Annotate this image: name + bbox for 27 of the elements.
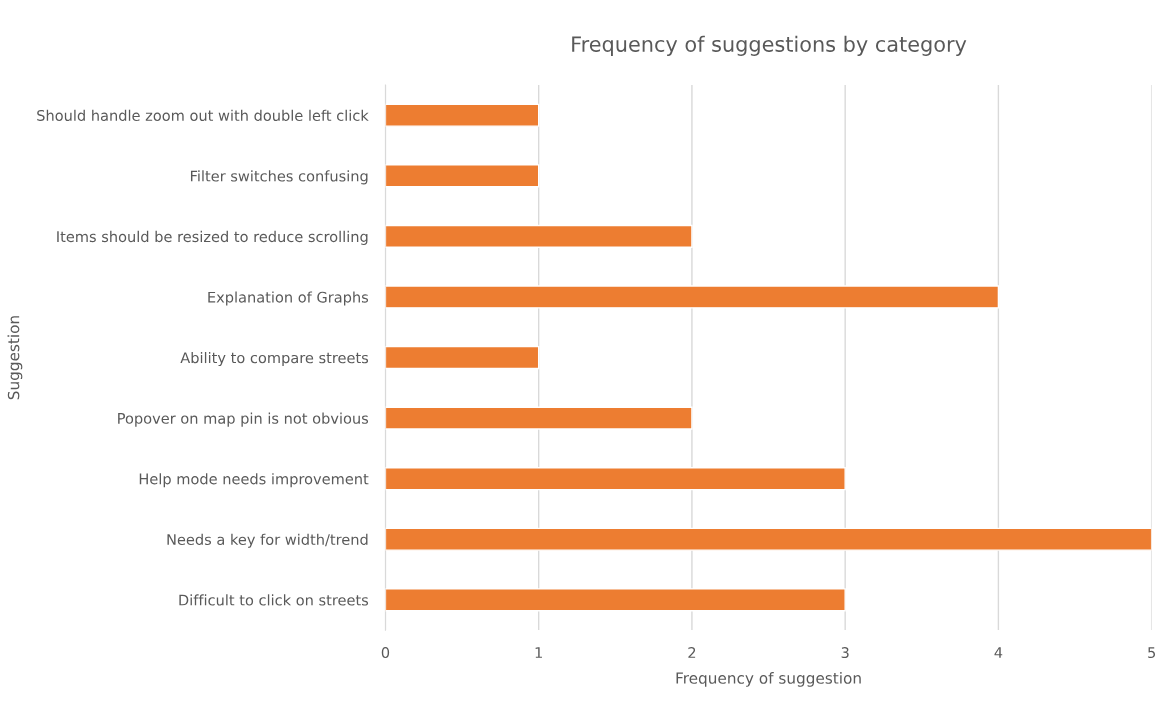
x-tick-label: 4 — [994, 647, 1003, 658]
x-axis-title: Frequency of suggestion — [676, 672, 861, 687]
bar — [385, 285, 1000, 309]
chart-title: Frequency of suggestions by category — [572, 35, 967, 56]
y-tick-label: Items should be resized to reduce scrolling — [57, 230, 368, 245]
y-axis-title: Suggestion — [7, 316, 23, 400]
y-tick-label: Explanation of Graphs — [208, 291, 369, 306]
bar — [385, 588, 846, 612]
bar — [385, 224, 693, 248]
bar — [385, 345, 540, 370]
x-tick-label: 1 — [535, 647, 542, 658]
y-tick-label: Difficult to click on streets — [179, 594, 369, 606]
y-tick-label: Ability to compare streets — [180, 352, 369, 367]
x-tick-label: 2 — [688, 647, 696, 658]
bar — [385, 103, 540, 127]
y-tick-label: Needs a key for width/trend — [167, 533, 368, 548]
x-tick-label: 5 — [1148, 647, 1156, 659]
y-tick-label: Filter switches confusing — [190, 170, 368, 185]
bar — [385, 527, 1152, 551]
y-tick-label: Help mode needs improvement — [139, 473, 369, 488]
bar — [385, 406, 693, 430]
y-tick-label: Popover on map pin is not obvious — [118, 412, 369, 427]
x-tick-label: 0 — [381, 647, 390, 659]
bar — [385, 467, 846, 491]
bar — [385, 164, 540, 188]
x-tick-label: 3 — [841, 647, 849, 659]
y-tick-label: Should handle zoom out with double left click — [37, 109, 369, 121]
